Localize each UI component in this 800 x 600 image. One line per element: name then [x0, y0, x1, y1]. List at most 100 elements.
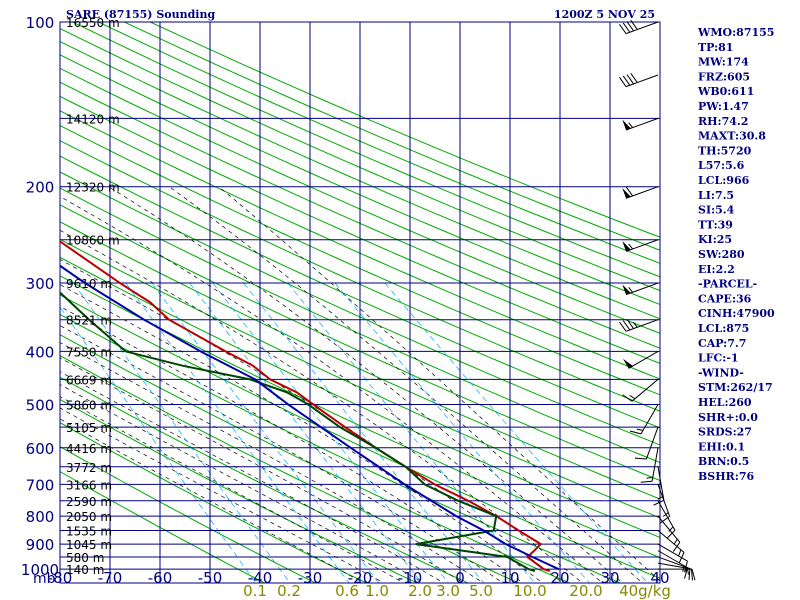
mixing-ratio-line — [212, 282, 449, 583]
dry-adiabat — [60, 221, 660, 500]
index-value: -PARCEL- — [698, 278, 757, 291]
wind-barb — [622, 117, 659, 131]
height-label: 10860 m — [66, 234, 120, 248]
height-label: 3166 m — [66, 478, 112, 492]
height-label: 2590 m — [66, 495, 112, 509]
index-value: -WIND- — [698, 366, 744, 379]
mixing-ratio-line — [73, 282, 291, 583]
temperature-label: 40 — [650, 569, 669, 587]
mixing-ratio-line — [243, 282, 485, 583]
dry-adiabat — [60, 140, 660, 412]
wind-barb — [657, 543, 688, 573]
temperature-label: -50 — [198, 569, 223, 587]
plot-frame — [59, 21, 661, 584]
dry-adiabat — [60, 238, 660, 519]
series-parcel — [60, 264, 560, 571]
dry-adiabat — [72, 22, 660, 278]
wind-barb — [622, 282, 659, 296]
index-value: MW:174 — [698, 56, 749, 69]
dry-adiabat — [98, 22, 660, 264]
mixing-ratio-line — [151, 282, 380, 583]
pressure-label: 1000 — [21, 561, 59, 579]
dry-adiabat — [60, 204, 660, 482]
mixing-ratio-line — [287, 282, 536, 583]
chart-grid — [59, 21, 661, 584]
pressure-label: 200 — [26, 179, 55, 197]
index-value: STM:262/17 — [698, 381, 773, 394]
mixing-ratio-label: 20.0 — [569, 582, 602, 600]
pressure-unit: mb — [33, 571, 56, 587]
pressure-label: 400 — [26, 343, 55, 361]
temperature-label: -40 — [248, 569, 273, 587]
height-label: 580 m — [66, 551, 104, 565]
wind-barb — [657, 500, 676, 539]
chart-curves — [60, 240, 560, 572]
height-label: 12320 m — [66, 181, 120, 195]
height-label: 1045 m — [66, 538, 112, 552]
wind-barb — [619, 72, 659, 88]
temperature-label: -30 — [298, 569, 323, 587]
index-value: BSHR:76 — [698, 470, 754, 483]
moist-adiabat — [60, 305, 520, 581]
height-label: 3772 m — [66, 461, 112, 475]
height-label: 7550 m — [66, 345, 112, 359]
chart-title: SARE (87155) Sounding — [66, 8, 215, 21]
index-value: CINH:47900 — [698, 307, 775, 320]
index-value: L57:5.6 — [698, 159, 745, 172]
height-label: 4416 m — [66, 442, 112, 456]
series-dewpoint — [60, 291, 536, 572]
height-label: 6669 m — [66, 373, 112, 387]
pressure-label: 500 — [26, 396, 55, 414]
index-value: TP:81 — [698, 41, 733, 54]
moist-adiabat — [60, 357, 460, 581]
index-value: PW:1.47 — [698, 100, 749, 113]
wind-barb — [657, 550, 688, 579]
index-value: MAXT:30.8 — [698, 130, 766, 143]
wind-barb — [634, 426, 659, 460]
index-value: HEL:260 — [698, 396, 752, 409]
mixing-ratio-label: 40g/kg — [619, 582, 671, 600]
temperature-label: -80 — [48, 569, 73, 587]
mixing-ratio-line — [60, 306, 257, 583]
dry-adiabat — [60, 124, 660, 396]
mixing-ratio-label: 0.2 — [277, 582, 301, 600]
index-value: LI:7.5 — [698, 189, 734, 202]
dry-adiabat — [60, 446, 316, 583]
index-value: SW:280 — [698, 248, 745, 261]
dry-adiabat — [60, 28, 660, 292]
height-label: 8521 m — [66, 314, 112, 328]
mixing-ratio-label: 0.6 — [335, 582, 359, 600]
mixing-ratio-label: 3.0 — [436, 582, 460, 600]
series-temperature — [60, 240, 551, 572]
index-value: EHI:0.1 — [698, 440, 745, 453]
dry-adiabat — [60, 81, 660, 349]
dry-adiabat — [60, 187, 660, 464]
temperature-label: 10 — [500, 569, 519, 587]
dry-adiabat — [60, 171, 660, 446]
pressure-label: 700 — [26, 476, 55, 494]
moist-adiabat — [60, 384, 420, 582]
index-value: CAPE:36 — [698, 292, 752, 305]
pressure-label: 900 — [26, 536, 55, 554]
index-value: BRN:0.5 — [698, 455, 749, 468]
index-value: SRDS:27 — [698, 426, 752, 439]
dry-adiabat — [60, 110, 660, 380]
index-value: TT:39 — [698, 218, 733, 231]
index-value: LFC:-1 — [698, 352, 739, 365]
dry-adiabat — [124, 22, 660, 251]
moist-adiabat — [60, 196, 601, 581]
dry-adiabat — [60, 155, 660, 429]
moist-adiabat — [169, 186, 641, 581]
height-label: 5860 m — [66, 398, 112, 412]
index-value: EI:2.2 — [698, 263, 735, 276]
mixing-ratio-label: 1.0 — [365, 582, 389, 600]
index-value: WMO:87155 — [697, 26, 774, 39]
wind-barb — [629, 404, 659, 435]
wind-barbs — [619, 19, 696, 581]
wind-barb — [657, 530, 685, 563]
mixing-ratio-label: 2.0 — [408, 582, 432, 600]
temperature-label: -10 — [398, 569, 423, 587]
dry-adiabat — [60, 95, 660, 364]
dry-adiabat — [60, 67, 660, 334]
